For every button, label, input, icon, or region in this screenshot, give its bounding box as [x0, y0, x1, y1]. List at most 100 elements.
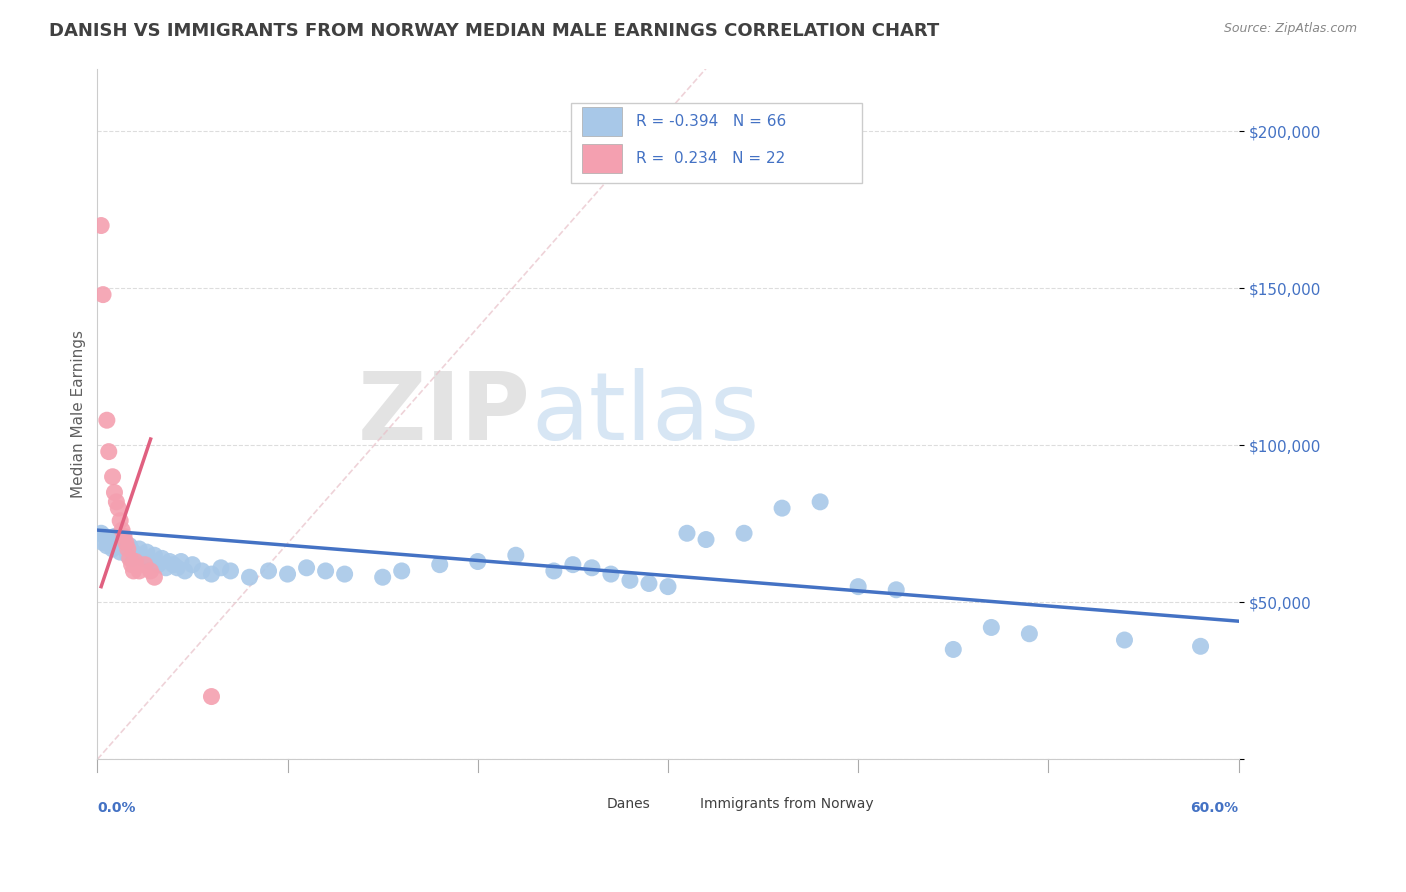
Point: [770, 501, 793, 516]
Text: 60.0%: 60.0%: [1191, 801, 1239, 814]
Text: Immigrants from Norway: Immigrants from Norway: [700, 797, 873, 811]
Point: [600, 567, 623, 582]
Point: [1114, 633, 1136, 648]
Point: [155, 561, 177, 575]
Text: Source: ZipAtlas.com: Source: ZipAtlas.com: [1223, 22, 1357, 36]
Point: [101, 469, 124, 483]
Point: [128, 564, 150, 578]
Point: [315, 564, 337, 578]
Point: [391, 564, 413, 578]
Point: [107, 539, 129, 553]
Point: [162, 558, 184, 572]
Point: [219, 564, 242, 578]
Point: [173, 564, 195, 578]
Point: [90, 526, 112, 541]
Point: [122, 545, 145, 559]
Point: [148, 558, 170, 572]
Point: [657, 580, 679, 594]
Point: [97, 533, 120, 547]
Point: [121, 551, 143, 566]
Point: [238, 570, 260, 584]
Point: [942, 642, 965, 657]
Point: [112, 539, 135, 553]
Point: [96, 539, 118, 553]
Point: [115, 541, 138, 556]
Point: [139, 555, 162, 569]
Text: R =  0.234   N = 22: R = 0.234 N = 22: [636, 151, 786, 166]
Text: 0.0%: 0.0%: [97, 801, 136, 814]
Point: [139, 564, 162, 578]
Point: [191, 564, 214, 578]
Point: [619, 574, 641, 588]
Y-axis label: Median Male Earnings: Median Male Earnings: [72, 330, 86, 498]
Point: [121, 558, 143, 572]
Point: [135, 545, 157, 559]
Point: [371, 570, 394, 584]
Point: [134, 558, 156, 572]
FancyBboxPatch shape: [571, 103, 862, 183]
Point: [467, 555, 489, 569]
Text: DANISH VS IMMIGRANTS FROM NORWAY MEDIAN MALE EARNINGS CORRELATION CHART: DANISH VS IMMIGRANTS FROM NORWAY MEDIAN …: [49, 22, 939, 40]
FancyBboxPatch shape: [582, 144, 623, 173]
Point: [200, 690, 222, 704]
Point: [695, 533, 717, 547]
Point: [103, 529, 125, 543]
Point: [676, 526, 699, 541]
Point: [124, 548, 146, 562]
Point: [561, 558, 583, 572]
Point: [150, 551, 173, 566]
Text: atlas: atlas: [531, 368, 759, 460]
Point: [295, 561, 318, 575]
Point: [543, 564, 565, 578]
Point: [90, 219, 112, 233]
Point: [91, 287, 114, 301]
Point: [166, 561, 188, 575]
Point: [122, 564, 145, 578]
Point: [808, 495, 831, 509]
Point: [105, 533, 128, 547]
Point: [118, 539, 141, 553]
Point: [581, 561, 603, 575]
Point: [112, 529, 135, 543]
Point: [980, 620, 1002, 634]
Point: [505, 548, 527, 562]
Point: [108, 514, 131, 528]
Text: R = -0.394   N = 66: R = -0.394 N = 66: [636, 114, 786, 129]
Point: [159, 555, 181, 569]
Point: [108, 545, 131, 559]
Point: [111, 535, 134, 549]
Point: [101, 541, 124, 556]
Point: [105, 495, 128, 509]
Point: [132, 551, 155, 566]
Point: [200, 567, 222, 582]
Point: [333, 567, 356, 582]
Point: [143, 548, 166, 562]
Point: [111, 523, 134, 537]
Point: [115, 535, 138, 549]
Point: [846, 580, 869, 594]
Point: [96, 413, 118, 427]
Point: [1018, 626, 1040, 640]
FancyBboxPatch shape: [572, 796, 598, 811]
Point: [429, 558, 451, 572]
Point: [277, 567, 299, 582]
Text: ZIP: ZIP: [359, 368, 531, 460]
Point: [97, 444, 120, 458]
Point: [209, 561, 232, 575]
Point: [128, 541, 150, 556]
Point: [181, 558, 204, 572]
Point: [118, 551, 141, 566]
FancyBboxPatch shape: [582, 107, 623, 136]
Point: [117, 548, 139, 562]
Point: [143, 570, 166, 584]
Point: [107, 501, 129, 516]
Point: [1189, 640, 1212, 654]
Point: [638, 576, 661, 591]
Point: [117, 541, 139, 556]
Point: [94, 529, 117, 543]
Point: [170, 555, 193, 569]
Point: [100, 535, 122, 549]
Text: Danes: Danes: [606, 797, 650, 811]
Point: [124, 555, 146, 569]
Point: [884, 582, 907, 597]
